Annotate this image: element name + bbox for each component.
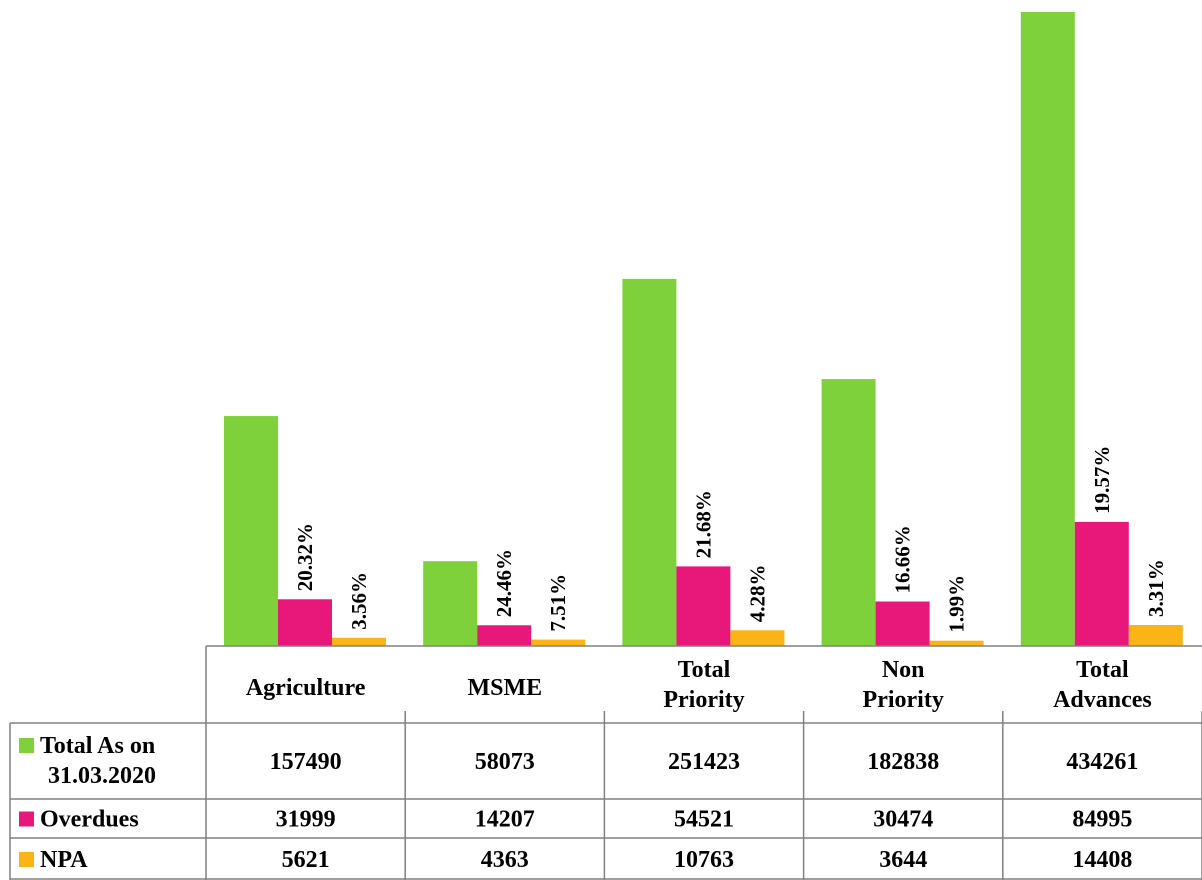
table-value: 14408 bbox=[1072, 847, 1132, 873]
bar-overdues-4 bbox=[1074, 521, 1129, 646]
table-value: 182838 bbox=[867, 749, 939, 775]
legend-label: Overdues bbox=[40, 807, 139, 833]
bar-npa-4 bbox=[1128, 624, 1183, 646]
category-label: MSME bbox=[467, 675, 542, 701]
table-value: 434261 bbox=[1066, 749, 1138, 775]
data-label: 7.51% bbox=[546, 574, 570, 632]
table-value: 58073 bbox=[475, 749, 535, 775]
bar-total-as-on-31-03-2020-3 bbox=[821, 379, 876, 646]
table-value: 157490 bbox=[270, 749, 342, 775]
table-value: 84995 bbox=[1072, 807, 1132, 833]
data-label: 16.66% bbox=[891, 525, 915, 593]
bar-npa-1 bbox=[531, 639, 586, 646]
table-value: 5621 bbox=[282, 847, 330, 873]
table-value: 251423 bbox=[668, 749, 740, 775]
legend-swatch bbox=[19, 852, 34, 867]
data-label: 1.99% bbox=[945, 575, 969, 633]
bar-overdues-3 bbox=[875, 601, 930, 646]
bar-total-as-on-31-03-2020-1 bbox=[423, 561, 478, 646]
data-label: 24.46% bbox=[492, 549, 516, 617]
legend-label: Total As on 31.03.2020 bbox=[40, 733, 156, 789]
bar-npa-3 bbox=[929, 640, 984, 646]
bar-overdues-1 bbox=[477, 625, 532, 646]
table-value: 31999 bbox=[276, 807, 336, 833]
table-value: 3644 bbox=[879, 847, 927, 873]
category-label: Total Priority bbox=[663, 657, 744, 713]
data-label: 21.68% bbox=[691, 490, 715, 558]
bar-npa-0 bbox=[332, 637, 386, 646]
data-label: 4.28% bbox=[745, 565, 769, 623]
legend-swatch bbox=[19, 811, 34, 827]
bar-npa-2 bbox=[730, 630, 785, 646]
legend-label: NPA bbox=[40, 847, 88, 873]
category-label: Agriculture bbox=[246, 675, 366, 701]
data-table: Agriculture MSME Total Priority Non Priority T… bbox=[9, 645, 1202, 880]
data-label: 20.32% bbox=[293, 523, 317, 591]
table-value: 10763 bbox=[674, 847, 734, 873]
category-label: Non Priority bbox=[863, 657, 944, 713]
table-value: 30474 bbox=[873, 807, 933, 833]
bar-total-as-on-31-03-2020-2 bbox=[622, 278, 677, 646]
data-label: 3.56% bbox=[347, 572, 371, 630]
category-label: Total Advances bbox=[1053, 657, 1152, 713]
bar-total-as-on-31-03-2020-0 bbox=[224, 416, 278, 646]
table-value: 54521 bbox=[674, 807, 734, 833]
bar-total-as-on-31-03-2020-4 bbox=[1020, 12, 1075, 646]
legend-swatch bbox=[19, 738, 34, 753]
table-value: 14207 bbox=[475, 807, 535, 833]
data-label: 19.57% bbox=[1090, 446, 1114, 514]
table-value: 4363 bbox=[481, 847, 529, 873]
plot-area: 20.32% 3.56% 24.46% 7.51% 21.68% 4.28% 16.66% 1… bbox=[224, 12, 1183, 646]
bar-overdues-2 bbox=[676, 566, 731, 646]
bar-overdues-0 bbox=[278, 599, 332, 646]
data-label: 3.31% bbox=[1144, 559, 1168, 617]
